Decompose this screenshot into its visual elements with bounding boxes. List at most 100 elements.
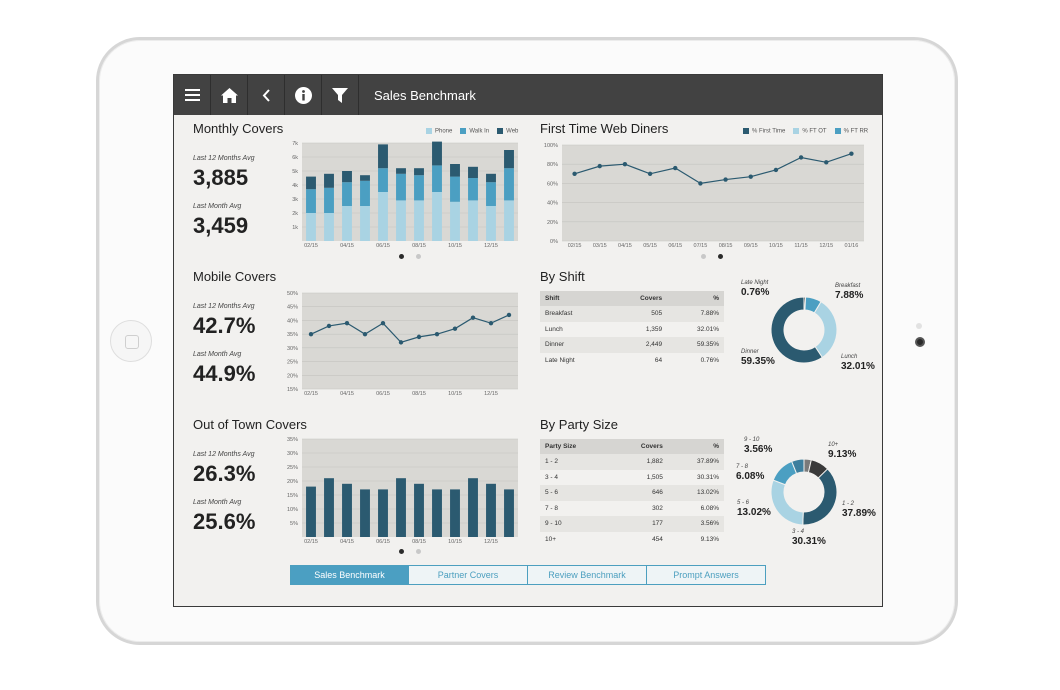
ftw-data-point bbox=[647, 171, 653, 176]
donut-value-3-4: 30.31% bbox=[792, 536, 826, 547]
oot-x-tick-label: 10/15 bbox=[448, 539, 462, 545]
oot-x-tick-label: 02/15 bbox=[304, 539, 318, 545]
by-shift-header-row: Shift Covers% bbox=[540, 291, 724, 306]
monthly-bar-web bbox=[396, 168, 406, 174]
donut-value-5-6: 13.02% bbox=[737, 507, 771, 518]
donut-label-1-2: 1 - 2 bbox=[842, 501, 855, 507]
tab-sales-benchmark[interactable]: Sales Benchmark bbox=[290, 565, 409, 585]
first-time-web-pager[interactable] bbox=[701, 254, 723, 259]
monthly-bar-web bbox=[306, 176, 316, 190]
ftw-data-point bbox=[572, 171, 577, 176]
monthly-bar-walk-in bbox=[378, 168, 388, 192]
mobile-data-point bbox=[380, 320, 386, 326]
pager-dot[interactable] bbox=[416, 254, 421, 259]
monthly-bar-web bbox=[414, 168, 424, 176]
monthly-y-tick-label: 3k bbox=[292, 197, 298, 203]
filter-button[interactable] bbox=[322, 75, 359, 115]
tablet-home-button[interactable] bbox=[110, 320, 152, 362]
ftw-data-point bbox=[824, 160, 829, 165]
tab-review-benchmark[interactable]: Review Benchmark bbox=[528, 565, 647, 585]
monthly-bar-phone bbox=[504, 200, 514, 241]
monthly-covers-pager[interactable] bbox=[399, 254, 421, 259]
donut-value-late-night: 0.76% bbox=[741, 287, 770, 298]
donut-label-lunch: Lunch bbox=[841, 354, 858, 360]
out-of-town-pager[interactable] bbox=[399, 549, 421, 554]
ftw-series-line bbox=[574, 153, 852, 185]
mobile-data-point bbox=[326, 323, 332, 329]
monthly-bar-phone bbox=[468, 200, 478, 241]
mobile-covers-12m-label: Last 12 Months Avg bbox=[193, 303, 255, 310]
monthly-bar-walk-in bbox=[450, 176, 460, 202]
mobile-data-point bbox=[344, 320, 350, 326]
monthly-x-tick-label: 06/15 bbox=[376, 243, 390, 249]
by-party-size-cell: 30.31% bbox=[696, 473, 719, 481]
ftw-y-tick-label: 60% bbox=[547, 181, 558, 187]
mobile-data-point bbox=[362, 331, 368, 337]
pager-dot[interactable] bbox=[701, 254, 706, 259]
donut-label-3-4: 3 - 4 bbox=[792, 529, 805, 535]
donut-value-1-2: 37.89% bbox=[842, 508, 876, 519]
mobile-x-tick-label: 12/15 bbox=[484, 391, 498, 397]
ftw-plot-area bbox=[562, 145, 864, 241]
table-row: 10+ 454 9.13% bbox=[540, 532, 724, 548]
mobile-x-tick-label: 04/15 bbox=[340, 391, 354, 397]
monthly-bar-phone bbox=[342, 206, 352, 241]
monthly-y-tick-label: 7k bbox=[292, 141, 298, 147]
monthly-bar-web bbox=[486, 173, 496, 183]
donut-value-7-8: 6.08% bbox=[736, 471, 765, 482]
monthly-y-tick-label: 1k bbox=[292, 225, 298, 231]
monthly-bar-phone bbox=[414, 200, 424, 241]
pager-dot[interactable] bbox=[399, 549, 404, 554]
oot-x-tick-label: 12/15 bbox=[484, 539, 498, 545]
by-party-size-cell: 177 bbox=[611, 516, 668, 532]
oot-bar bbox=[504, 489, 514, 537]
info-button[interactable] bbox=[285, 75, 322, 115]
tab-prompt-answers[interactable]: Prompt Answers bbox=[647, 565, 766, 585]
tab-partner-covers[interactable]: Partner Covers bbox=[409, 565, 528, 585]
donut-label-late-night: Late Night bbox=[741, 280, 769, 286]
ftw-x-tick-label: 04/15 bbox=[618, 243, 632, 249]
oot-bar bbox=[360, 489, 370, 537]
mobile-y-tick-label: 35% bbox=[287, 332, 298, 338]
by-shift-cell: 64 bbox=[654, 356, 663, 364]
by-party-size-header-row: Party Size Covers% bbox=[540, 439, 724, 454]
monthly-y-tick-label: 2k bbox=[292, 211, 298, 217]
pager-dot[interactable] bbox=[399, 254, 404, 259]
out-of-town-last-month-value: 25.6% bbox=[193, 509, 256, 534]
legend-item-phone: Phone bbox=[426, 128, 452, 135]
ftw-data-point bbox=[849, 151, 854, 156]
oot-x-tick-label: 08/15 bbox=[412, 539, 426, 545]
monthly-bar-phone bbox=[378, 192, 388, 241]
page-title: Sales Benchmark bbox=[374, 87, 476, 103]
by-party-size-title: By Party Size bbox=[540, 417, 619, 432]
donut-label-10-plus: 10+ bbox=[828, 442, 839, 448]
menu-button[interactable] bbox=[174, 75, 211, 115]
ftw-x-tick-label: 03/15 bbox=[593, 243, 607, 249]
pager-dot[interactable] bbox=[718, 254, 723, 259]
monthly-bar-web bbox=[432, 141, 442, 166]
ftw-y-tick-label: 80% bbox=[547, 162, 558, 168]
monthly-bar-walk-in bbox=[360, 180, 370, 206]
by-party-size-table: Party Size Covers% 1 - 2 1,882 37.89% 3 - 4 1,… bbox=[540, 439, 724, 547]
ftw-y-tick-label: 0% bbox=[550, 239, 558, 245]
monthly-bar-phone bbox=[396, 200, 406, 241]
out-of-town-chart: 5% 10% 15% 20% 25% 30% 35% 02/15 04/15 06/15 08/15… bbox=[287, 437, 518, 545]
oot-bar bbox=[306, 486, 316, 537]
monthly-covers-title: Monthly Covers bbox=[193, 121, 284, 136]
oot-y-tick-label: 25% bbox=[287, 465, 298, 471]
by-party-size-donut bbox=[770, 458, 838, 526]
mobile-plot-area bbox=[302, 293, 518, 389]
ftw-data-point bbox=[798, 155, 804, 160]
oot-bar bbox=[432, 489, 442, 537]
donut-label-breakfast: Breakfast bbox=[835, 283, 861, 289]
pager-dot[interactable] bbox=[416, 549, 421, 554]
home-button[interactable] bbox=[211, 75, 248, 115]
by-party-size-cell: 7 - 8 bbox=[545, 504, 559, 512]
back-button[interactable] bbox=[248, 75, 285, 115]
by-party-size-cell: 302 bbox=[652, 504, 663, 512]
table-row: 9 - 10 177 3.56% bbox=[540, 516, 724, 532]
mobile-covers-last-month-value: 44.9% bbox=[193, 361, 256, 386]
mobile-y-tick-label: 15% bbox=[287, 387, 298, 393]
monthly-bar-phone bbox=[306, 213, 316, 241]
monthly-bar-phone bbox=[486, 206, 496, 241]
